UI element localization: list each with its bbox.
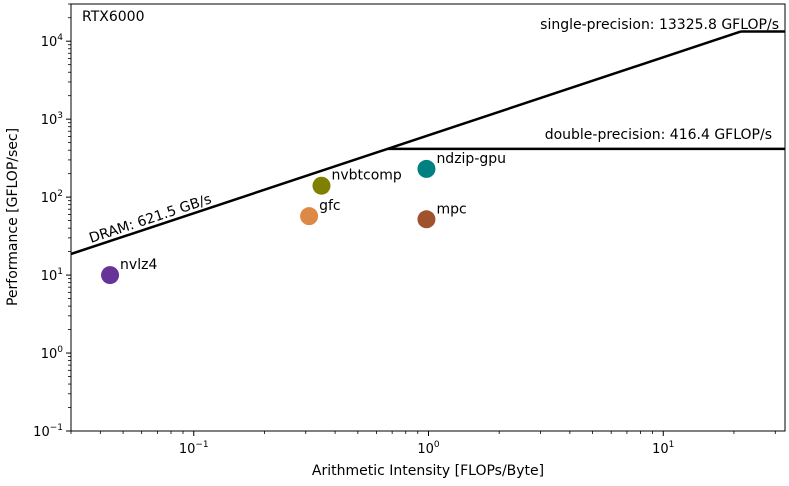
y-axis-ticks: 10−1 100 101 102 103 104 <box>33 3 71 440</box>
y-tick-label: 101 <box>41 267 63 284</box>
x-tick-label: 10−1 <box>179 440 209 457</box>
data-points: nvlz4 gfc nvbtcomp ndzip-gpu mpc <box>101 151 506 285</box>
y-tick-label: 103 <box>41 111 63 128</box>
point-mpc <box>417 210 436 229</box>
y-tick-label: 104 <box>41 33 64 50</box>
x-axis-ticks: 10−1 100 101 <box>70 431 776 457</box>
y-tick-label: 102 <box>41 189 63 206</box>
y-tick-label: 10−1 <box>33 423 63 440</box>
x-tick-label: 100 <box>417 440 440 457</box>
device-label: RTX6000 <box>82 9 144 25</box>
y-axis-title: Performance [GFLOP/sec] <box>5 128 21 306</box>
point-nvbtcomp <box>312 176 331 195</box>
x-tick-label: 101 <box>652 440 674 457</box>
point-label-ndzip-gpu: ndzip-gpu <box>436 151 506 167</box>
point-label-mpc: mpc <box>436 201 466 217</box>
point-label-nvlz4: nvlz4 <box>120 257 157 273</box>
dram-roof-line <box>70 30 742 256</box>
point-nvlz4 <box>101 266 120 285</box>
dram-label: DRAM: 621.5 GB/s <box>87 191 213 246</box>
single-precision-label: single-precision: 13325.8 GFLOP/s <box>540 17 779 33</box>
x-axis-title: Arithmetic Intensity [FLOPs/Byte] <box>312 463 544 479</box>
plot-frame <box>70 3 786 432</box>
point-ndzip-gpu <box>417 159 436 178</box>
point-label-gfc: gfc <box>319 198 341 214</box>
roofline <box>70 30 785 256</box>
point-label-nvbtcomp: nvbtcomp <box>331 168 401 184</box>
double-precision-label: double-precision: 416.4 GFLOP/s <box>545 127 772 143</box>
y-tick-label: 100 <box>41 345 64 362</box>
point-gfc <box>300 207 319 226</box>
